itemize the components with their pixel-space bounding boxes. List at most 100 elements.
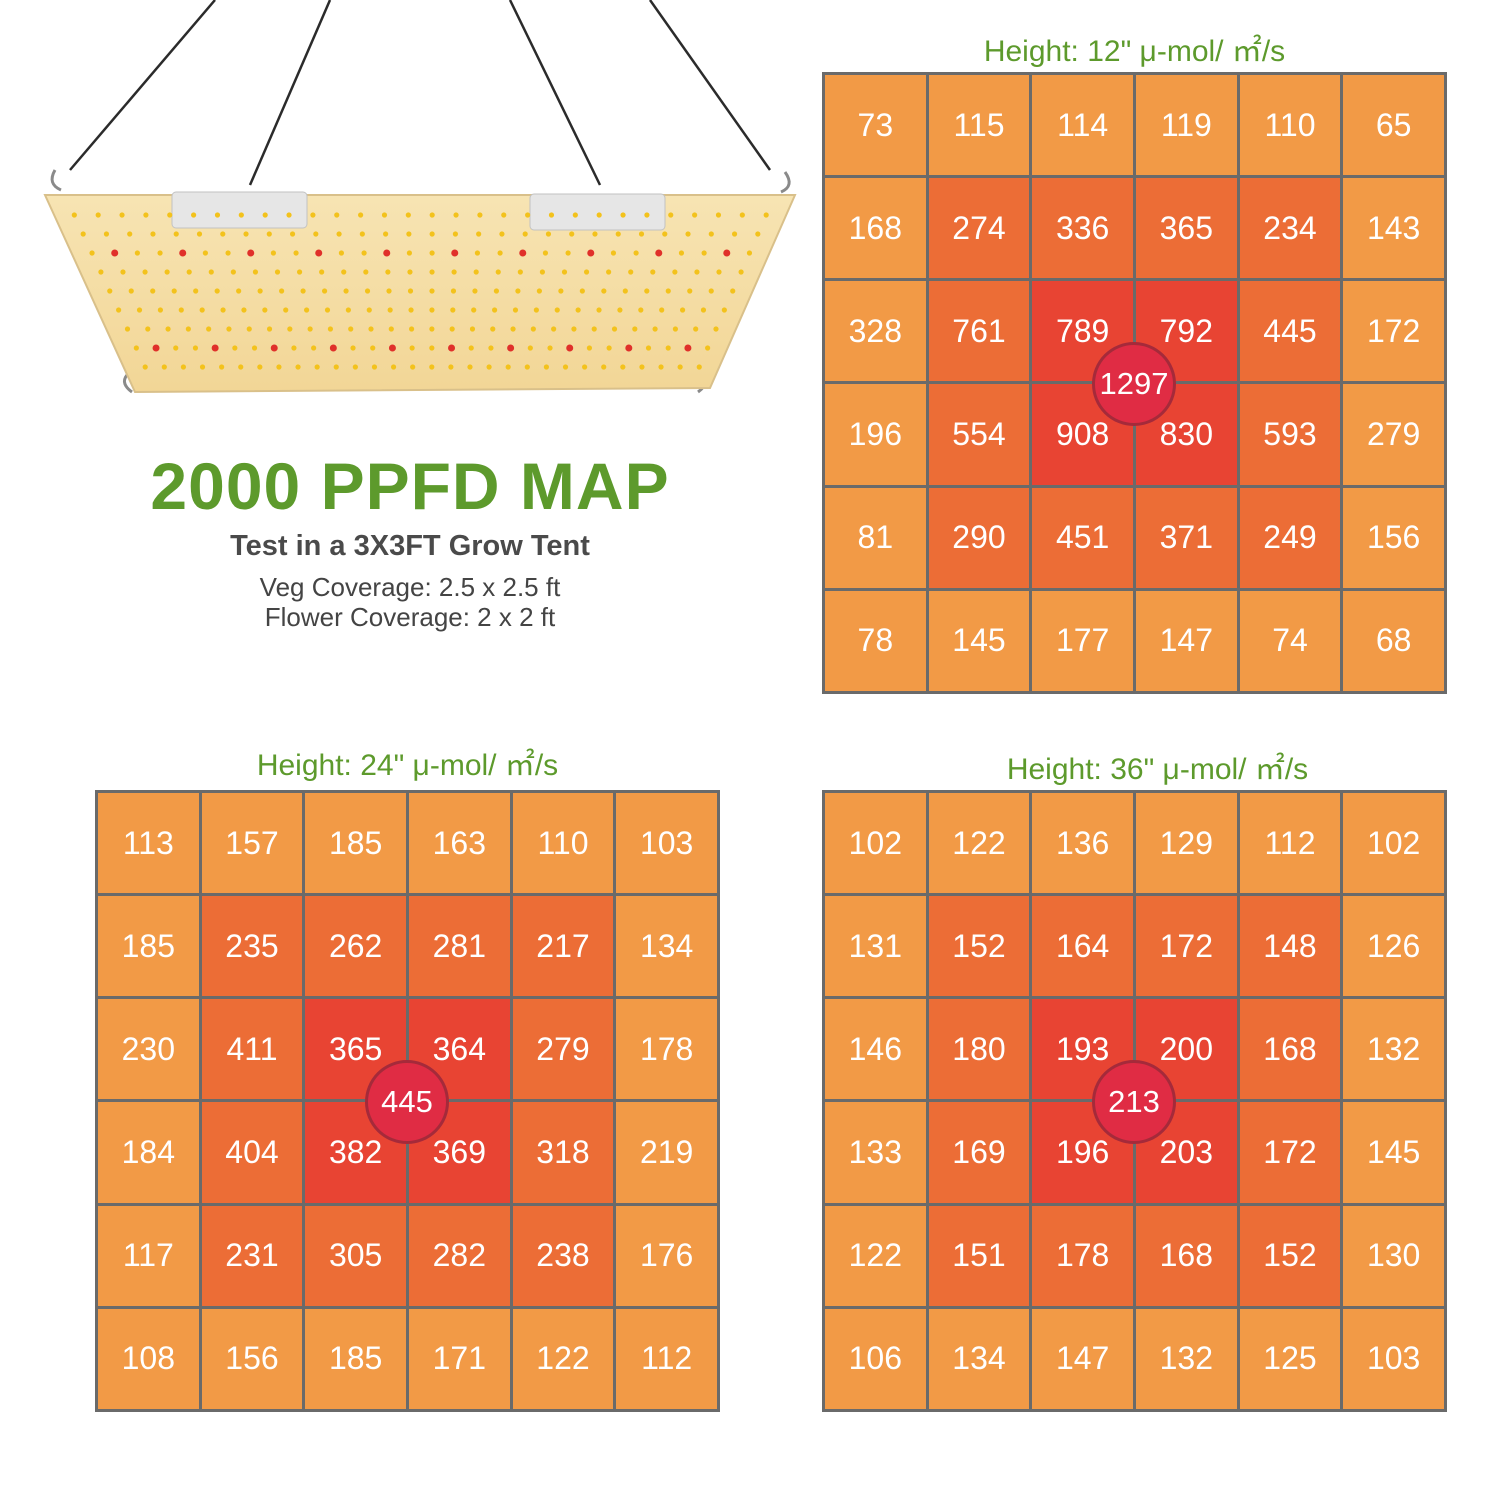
white-led <box>524 364 530 370</box>
white-led <box>257 288 263 294</box>
white-led <box>161 364 167 370</box>
white-led <box>558 288 564 294</box>
heatmap-cell: 113 <box>98 793 199 894</box>
white-led <box>468 345 474 351</box>
heatmap-cell: 168 <box>1239 999 1341 1100</box>
white-led <box>283 307 289 313</box>
heatmap-cell: 171 <box>408 1308 510 1409</box>
white-led <box>592 231 598 237</box>
white-led <box>206 326 212 332</box>
heatmap-cell: 282 <box>408 1205 510 1306</box>
heatmap-cell: 74 <box>1239 590 1341 691</box>
heatmap-cell: 147 <box>1032 1308 1133 1409</box>
white-led <box>196 231 203 237</box>
heatmap-cell: 279 <box>512 999 614 1100</box>
white-led <box>390 364 397 370</box>
red-led <box>655 249 663 257</box>
heatmap-cell: 122 <box>825 1205 926 1306</box>
white-led <box>145 326 151 332</box>
white-led <box>300 288 306 294</box>
white-led <box>548 212 555 218</box>
heatmap-cell: 157 <box>201 793 303 894</box>
white-led <box>522 231 528 237</box>
white-led <box>252 269 259 275</box>
white-led <box>334 212 340 218</box>
white-led <box>230 269 236 275</box>
white-led <box>639 364 645 370</box>
white-led <box>606 269 612 275</box>
white-led <box>368 326 374 332</box>
white-led <box>591 326 597 332</box>
white-led <box>429 288 435 294</box>
white-led <box>180 364 187 370</box>
white-led <box>89 250 95 256</box>
heatmap-cell: 169 <box>928 1102 1030 1203</box>
white-led <box>350 345 356 351</box>
white-led <box>150 231 156 237</box>
white-led <box>429 212 435 218</box>
white-led <box>103 231 110 237</box>
heatmap-cell: 554 <box>928 384 1030 485</box>
white-led <box>477 212 483 218</box>
white-led <box>71 212 77 218</box>
white-led <box>652 326 658 332</box>
white-led <box>366 307 372 313</box>
heatmap-cell: 117 <box>98 1205 199 1306</box>
white-led <box>493 288 500 294</box>
white-led <box>472 288 478 294</box>
white-led <box>450 307 456 313</box>
white-led <box>601 288 607 294</box>
red-led <box>388 344 396 352</box>
white-led <box>545 231 552 237</box>
heatmap-cell: 196 <box>825 384 926 485</box>
white-led <box>596 307 602 313</box>
white-led <box>127 231 133 237</box>
heatmap-cell: 445 <box>1239 281 1341 382</box>
white-led <box>543 364 550 370</box>
heatmap-cell: 81 <box>825 487 926 588</box>
heatmap-cell: 143 <box>1343 178 1444 279</box>
heatmap-cell: 217 <box>512 896 614 997</box>
white-led <box>313 231 319 237</box>
white-led <box>311 345 317 351</box>
white-led <box>214 288 220 294</box>
heatmap-cell: 156 <box>201 1308 303 1409</box>
white-led <box>286 212 292 218</box>
veg-coverage: Veg Coverage: 2.5 x 2.5 ft <box>259 572 561 602</box>
heatmap-12in: 73 115 114 119 110 65 168 274 336 365 234 143 328 761… <box>822 72 1447 694</box>
heatmap-cell: 274 <box>928 178 1030 279</box>
white-led <box>658 364 664 370</box>
white-led <box>505 364 511 370</box>
led-board <box>43 194 797 394</box>
red-led <box>625 344 633 352</box>
white-led <box>746 250 753 256</box>
heatmap-cell: 249 <box>1239 487 1341 588</box>
heatmap-cell: 136 <box>1032 793 1133 894</box>
white-led <box>677 364 683 370</box>
heatmap-cell: 180 <box>928 999 1030 1100</box>
white-led <box>497 250 503 256</box>
white-led <box>448 364 454 370</box>
heatmap-cell: 102 <box>825 793 926 894</box>
white-led <box>238 212 244 218</box>
white-led <box>486 364 492 370</box>
heatmap-cell: 336 <box>1032 178 1133 279</box>
white-led <box>645 345 652 351</box>
white-led <box>274 269 281 275</box>
white-led <box>192 345 199 351</box>
white-led <box>715 212 722 218</box>
white-led <box>383 231 389 237</box>
white-led <box>539 269 546 275</box>
white-led <box>370 345 376 351</box>
heatmap-cell: 134 <box>616 896 717 997</box>
heatmap-cell: 130 <box>1343 1205 1444 1306</box>
white-led <box>167 212 173 218</box>
heatmap-cell: 122 <box>928 793 1030 894</box>
white-led <box>246 326 252 332</box>
white-led <box>665 288 671 294</box>
white-led <box>551 326 557 332</box>
white-led <box>583 269 590 275</box>
white-led <box>572 212 578 218</box>
red-led <box>587 249 595 257</box>
heatmap-cell: 68 <box>1343 590 1444 691</box>
